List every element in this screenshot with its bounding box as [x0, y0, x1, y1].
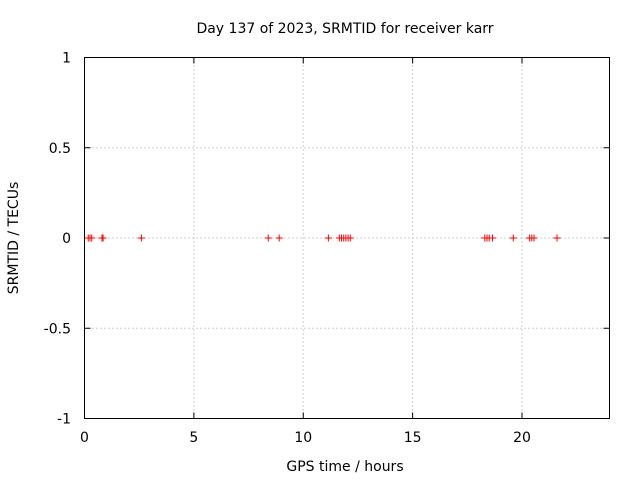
y-tick-label: -1 [57, 412, 71, 428]
chart-title: Day 137 of 2023, SRMTID for receiver kar… [196, 21, 493, 37]
y-tick-label: 0 [62, 231, 71, 247]
x-axis-label: GPS time / hours [286, 459, 403, 475]
data-point [488, 234, 496, 242]
x-tick-label: 0 [80, 430, 89, 446]
y-tick-label: 0.5 [49, 141, 71, 157]
x-tick-label: 20 [513, 430, 531, 446]
data-point [264, 234, 272, 242]
data-points [84, 234, 561, 242]
data-point [99, 234, 107, 242]
data-point [553, 234, 561, 242]
x-tick-label: 10 [294, 430, 312, 446]
data-point [137, 234, 145, 242]
x-tick-label: 5 [189, 430, 198, 446]
y-axis-label: SRMTID / TECUs [6, 182, 22, 295]
x-tick-label: 15 [404, 430, 422, 446]
grid [84, 57, 610, 419]
data-point [275, 234, 283, 242]
data-point [509, 234, 517, 242]
data-point [324, 234, 332, 242]
x-tick-labels: 0 5 10 15 20 [80, 430, 531, 446]
plot-frame [84, 57, 610, 419]
y-tick-label: 1 [62, 51, 71, 67]
data-point [88, 234, 96, 242]
data-point [530, 234, 538, 242]
y-tick-labels: 1 0.5 0 -0.5 -1 [44, 51, 71, 428]
y-tick-label: -0.5 [44, 321, 71, 337]
data-point [346, 234, 354, 242]
